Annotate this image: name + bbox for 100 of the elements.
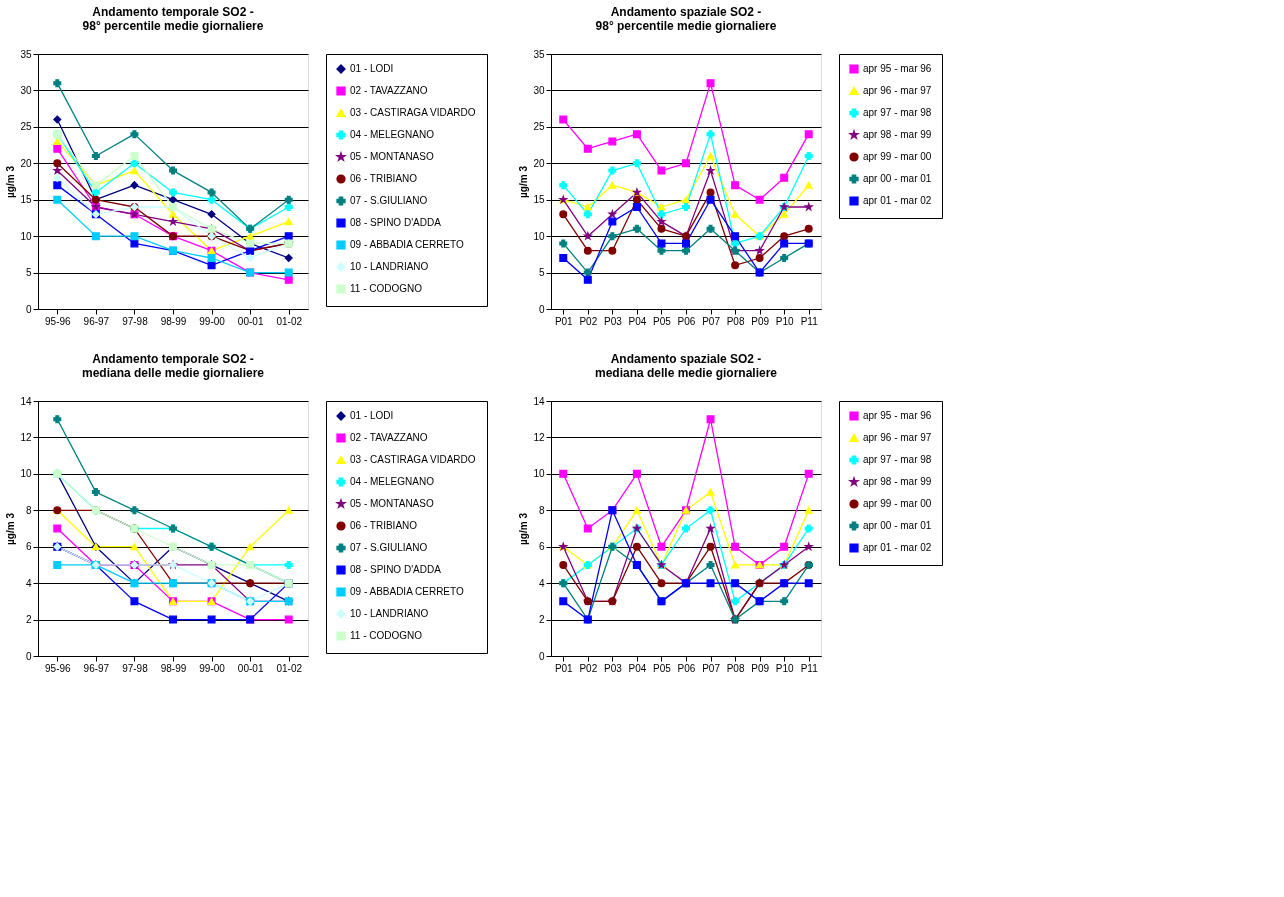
legend-label: apr 00 - mar 01 [863,520,932,531]
legend-label: 02 - TAVAZZANO [350,85,428,96]
y-tick-label: 4 [25,577,32,589]
x-tick-label: P08 [726,315,745,327]
legend-label: 03 - CASTIRAGA VIDARDO [350,107,476,118]
y-tick-label: 5 [25,267,32,279]
x-tick-label: 95-96 [45,315,72,327]
x-tick-label: P11 [800,315,819,327]
chart-title: Andamento temporale SO2 - 98° percentile medie giornaliere [82,5,264,33]
x-tick-label: P10 [775,662,795,674]
legend-label: 10 - LANDRIANO [350,608,429,619]
legend-label: 11 - CODOGNO [350,630,423,641]
y-tick-label: 20 [20,157,32,169]
legend-label: apr 01 - mar 02 [863,542,932,553]
x-tick-label: P02 [579,662,598,674]
x-tick-label: P10 [775,315,795,327]
x-tick-label: P03 [603,662,623,674]
legend-label: apr 97 - mar 98 [863,454,932,465]
x-tick-label: P01 [554,662,574,674]
legend-label: apr 96 - mar 97 [863,85,932,96]
legend-label: 03 - CASTIRAGA VIDARDO [350,454,476,465]
legend-label: 09 - ABBADIA CERRETO [350,586,464,597]
y-tick-label: 6 [25,541,32,553]
x-tick-label: 95-96 [45,662,72,674]
x-tick-label: 98-99 [160,315,187,327]
legend-label: apr 95 - mar 96 [863,63,932,74]
chart-title: Andamento spaziale SO2 - 98° percentile medie giornaliere [595,5,777,33]
x-tick-label: 96-97 [83,662,110,674]
chart-title: Andamento spaziale SO2 - mediana delle medie giornaliere [594,352,778,380]
legend-label: apr 00 - mar 01 [863,173,932,184]
y-axis-title: µg/m 3 [5,512,17,545]
x-tick-label: 98-99 [160,662,187,674]
legend-label: 04 - MELEGNANO [350,129,435,140]
y-tick-label: 10 [533,230,545,242]
y-axis-title: µg/m 3 [5,165,17,198]
y-tick-label: 6 [538,541,545,553]
y-tick-label: 0 [538,303,545,315]
x-tick-label: P01 [554,315,574,327]
x-tick-label: P07 [702,315,721,327]
x-tick-label: P08 [726,662,745,674]
legend-label: apr 97 - mar 98 [863,107,932,118]
legend-label: 09 - ABBADIA CERRETO [350,239,464,250]
x-tick-label: 01-02 [276,315,303,327]
y-axis-title: µg/m 3 [518,165,530,198]
y-tick-label: 2 [538,614,545,626]
y-tick-label: 4 [538,577,545,589]
y-tick-label: 25 [533,121,545,133]
legend-label: apr 99 - mar 00 [863,498,932,509]
legend-label: 05 - MONTANASO [350,151,434,162]
legend-label: 08 - SPINO D'ADDA [350,217,442,228]
y-tick-label: 0 [25,650,32,662]
x-tick-label: P05 [653,662,672,674]
y-tick-label: 8 [538,504,545,516]
x-tick-label: 99-00 [199,662,226,674]
y-tick-label: 30 [533,84,545,96]
x-tick-label: 01-02 [276,662,303,674]
legend-label: 08 - SPINO D'ADDA [350,564,442,575]
x-tick-label: P11 [800,662,819,674]
y-tick-label: 35 [20,48,32,60]
legend-label: 05 - MONTANASO [350,498,434,509]
legend-label: apr 98 - mar 99 [863,476,932,487]
legend-label: 04 - MELEGNANO [350,476,435,487]
y-tick-label: 30 [20,84,32,96]
y-tick-label: 15 [533,194,545,206]
x-tick-label: P09 [751,315,770,327]
x-tick-label: 96-97 [83,315,110,327]
legend-label: 07 - S.GIULIANO [350,195,428,206]
y-tick-label: 20 [533,157,545,169]
legend-label: 11 - CODOGNO [350,283,423,294]
x-tick-label: 97-98 [122,662,149,674]
x-tick-label: P07 [702,662,721,674]
y-tick-label: 0 [538,650,545,662]
y-tick-label: 14 [20,395,32,407]
legend-label: apr 95 - mar 96 [863,410,932,421]
y-tick-label: 10 [20,468,32,480]
x-tick-label: 99-00 [199,315,226,327]
y-tick-label: 2 [25,614,32,626]
y-tick-label: 10 [533,468,545,480]
x-tick-label: P05 [653,315,672,327]
y-tick-label: 15 [20,194,32,206]
y-tick-label: 12 [533,431,545,443]
legend-label: 07 - S.GIULIANO [350,542,428,553]
legend-label: 06 - TRIBIANO [350,173,418,184]
x-tick-label: P09 [751,662,770,674]
legend-label: apr 01 - mar 02 [863,195,932,206]
x-tick-label: P03 [603,315,623,327]
x-tick-label: P04 [628,315,647,327]
x-tick-label: 00-01 [237,662,264,674]
legend-label: apr 98 - mar 99 [863,129,932,140]
legend-label: apr 99 - mar 00 [863,151,932,162]
legend-label: 10 - LANDRIANO [350,261,429,272]
chart-title: Andamento temporale SO2 - mediana delle medie giornaliere [81,352,265,380]
y-tick-label: 35 [533,48,545,60]
legend-label: apr 96 - mar 97 [863,432,932,443]
y-tick-label: 5 [538,267,545,279]
y-tick-label: 8 [25,504,32,516]
y-tick-label: 10 [20,230,32,242]
legend-label: 01 - LODI [350,63,394,74]
x-tick-label: P02 [579,315,598,327]
y-tick-label: 25 [20,121,32,133]
